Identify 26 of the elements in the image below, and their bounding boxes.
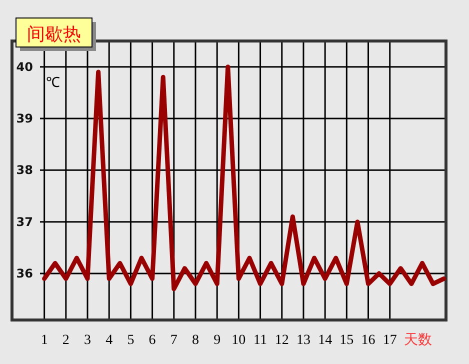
x-tick-label: 10: [232, 333, 246, 348]
x-tick-label: 6: [148, 333, 156, 348]
x-tick-label: 5: [127, 333, 134, 348]
x-tick-label: 7: [170, 333, 178, 348]
y-tick-label: 37: [16, 214, 33, 229]
x-tick-label: 2: [62, 333, 70, 348]
x-axis-title: 天数: [404, 331, 432, 347]
y-tick-label: 36: [16, 266, 33, 280]
y-tick-label: 38: [16, 163, 33, 178]
y-tick-label: 39: [16, 112, 33, 126]
x-tick-label: 17: [382, 333, 397, 348]
x-tick-label: 16: [361, 333, 376, 348]
x-tick-label: 4: [106, 333, 113, 348]
x-tick-label: 13: [296, 333, 310, 348]
y-axis-title: ℃: [46, 74, 60, 90]
x-tick-label: 11: [254, 333, 268, 348]
chart-title: 间歇热: [27, 24, 81, 44]
x-tick-label: 9: [214, 333, 221, 348]
x-tick-label: 14: [318, 333, 332, 348]
x-tick-label: 8: [192, 333, 199, 348]
y-tick-label: 40: [16, 60, 33, 74]
x-tick-label: 3: [84, 333, 92, 348]
line-series: [42, 64, 446, 292]
x-tick-label: 15: [340, 333, 354, 348]
x-tick-label: 12: [274, 333, 289, 348]
x-tick-label: 1: [40, 333, 48, 348]
